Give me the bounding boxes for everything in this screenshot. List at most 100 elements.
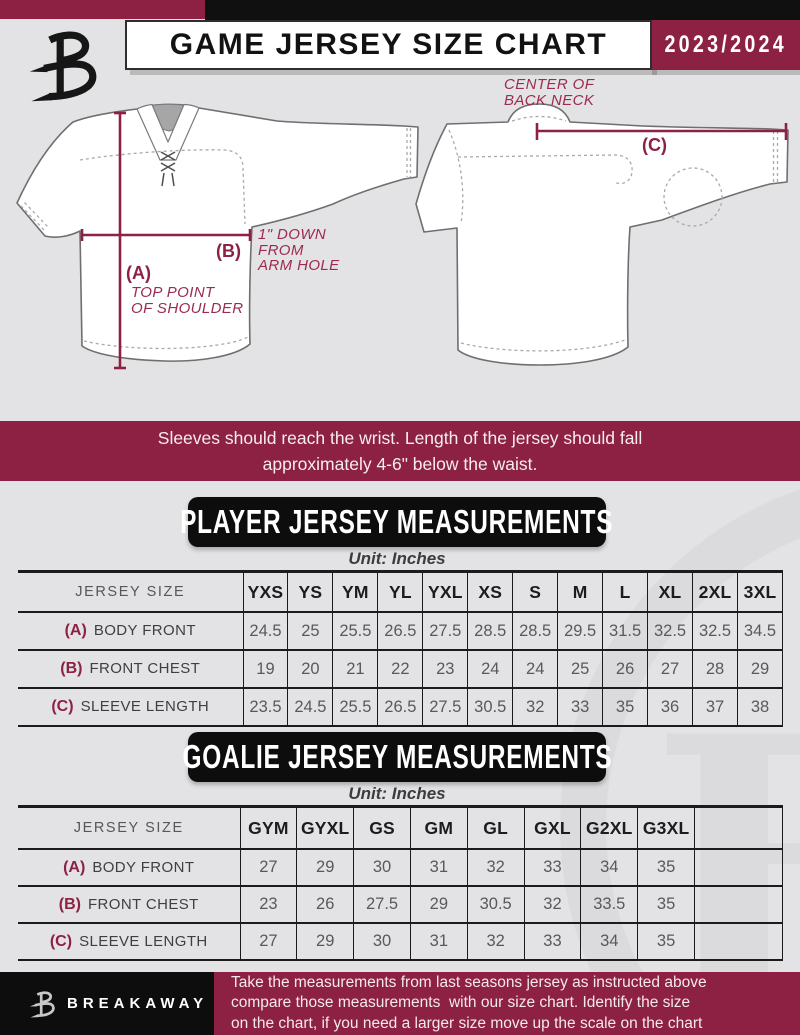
measurement-row: (B) FRONT CHEST 19 20 21 22 23 24 24 25 26 27 28 29 [18, 650, 784, 689]
size-column-header: L [602, 570, 648, 613]
measurement-row: (C) SLEEVE LENGTH 23.5 24.5 25.5 26.5 27.5 30.5… [18, 688, 784, 727]
back-jersey-drawing [415, 103, 789, 366]
measurement-value: 29 [736, 650, 784, 689]
row-label-cell: (B) FRONT CHEST [18, 650, 243, 689]
measurement-key: (A) [63, 858, 86, 876]
measurement-value: 29 [296, 849, 354, 887]
page-title: GAME JERSEY SIZE CHART [169, 28, 608, 61]
label-a: (A) [126, 263, 151, 283]
player-section-title: PLAYER JERSEY MEASUREMENTS [180, 503, 614, 540]
size-column-header: YXL [422, 570, 468, 613]
measurement-value: 25 [557, 650, 603, 689]
measurement-value: 27.5 [353, 886, 411, 924]
player-table: JERSEY SIZE YXS YS YM YL YXL XS S M L XL 2XL 3XL (A) B… [18, 570, 784, 727]
note-top-point-of-shoulder: TOP POINT OF SHOULDER [131, 284, 244, 317]
measurement-value: 31 [409, 849, 468, 887]
goalie-table: JERSEY SIZE GYM GYXL GS GM GL GXL G2XL G3XL (A) BO… [18, 805, 783, 961]
size-column-header: 3XL [736, 570, 784, 613]
size-column-header: YL [377, 570, 423, 613]
measurement-value: 33.5 [580, 886, 638, 924]
size-column-header: GYM [239, 805, 297, 850]
size-header-row: JERSEY SIZE GYM GYXL GS GM GL GXL G2XL G3XL [18, 805, 783, 850]
measurement-value: 30.5 [467, 688, 513, 727]
footer-instructions-text: Take the measurements from last seasons … [231, 973, 707, 1032]
measurement-value: 34 [580, 849, 638, 887]
size-column-header [694, 805, 783, 850]
measurement-label: FRONT CHEST [89, 660, 201, 677]
measurement-value: 24.5 [287, 688, 333, 727]
measurement-value: 19 [242, 650, 288, 689]
size-column-header: GL [466, 805, 525, 850]
measurement-key: (C) [49, 932, 73, 950]
goalie-section-header: GOALIE JERSEY MEASUREMENTS [182, 732, 611, 782]
measurement-value: 26.5 [377, 688, 423, 727]
jersey-size-header: JERSEY SIZE [18, 805, 240, 850]
size-column-header: YM [332, 570, 378, 613]
measurement-value: 33 [523, 923, 581, 961]
player-table-container: JERSEY SIZE YXS YS YM YL YXL XS S M L XL 2XL 3XL (A) B… [18, 570, 784, 727]
size-header-row: JERSEY SIZE YXS YS YM YL YXL XS S M L XL 2XL 3XL [18, 570, 784, 613]
measurement-value: 35 [637, 923, 695, 961]
measurement-label: SLEEVE LENGTH [80, 698, 210, 715]
measurement-value: 36 [647, 688, 693, 727]
breakaway-b-logo-icon-small [29, 991, 55, 1018]
row-label-cell: (C) SLEEVE LENGTH [18, 923, 240, 961]
measurement-value: 33 [523, 849, 581, 887]
size-column-header: YS [287, 570, 333, 613]
measurement-value: 26 [296, 886, 354, 924]
measurement-value [694, 923, 783, 961]
top-bar-maroon [0, 0, 205, 19]
measurement-value: 29 [296, 923, 354, 961]
measurement-value: 25 [287, 612, 333, 651]
measurement-value: 32 [512, 688, 558, 727]
measurement-value: 37 [692, 688, 738, 727]
row-label-cell: (C) SLEEVE LENGTH [18, 688, 243, 727]
measurement-value: 32.5 [692, 612, 738, 651]
measurement-value: 32 [523, 886, 581, 924]
measurement-label: SLEEVE LENGTH [79, 932, 208, 950]
measurement-value: 31.5 [602, 612, 648, 651]
measurement-value: 26.5 [377, 612, 423, 651]
measurement-value: 28 [692, 650, 738, 689]
top-bar-black [205, 0, 800, 20]
measurement-value: 25.5 [332, 612, 378, 651]
measurement-value: 28.5 [467, 612, 513, 651]
measurement-value: 32.5 [647, 612, 693, 651]
size-column-header: M [557, 570, 603, 613]
row-label-cell: (A) BODY FRONT [18, 849, 240, 887]
size-column-header: GM [409, 805, 468, 850]
measurement-value: 38 [736, 688, 784, 727]
size-column-header: XL [647, 570, 693, 613]
measurement-label: BODY FRONT [92, 858, 195, 876]
jersey-diagrams [16, 103, 789, 370]
fit-note-text: Sleeves should reach the wrist. Length o… [157, 428, 643, 474]
measurement-value: 27 [239, 849, 297, 887]
measurement-value: 28.5 [512, 612, 558, 651]
measurement-value: 22 [377, 650, 423, 689]
size-column-header: G3XL [637, 805, 695, 850]
measurement-value: 26 [602, 650, 648, 689]
measurement-value: 23 [239, 886, 297, 924]
measurement-row: (A) BODY FRONT 27 29 30 31 32 33 34 35 [18, 849, 783, 887]
measurement-value: 31 [409, 923, 468, 961]
player-section-header: PLAYER JERSEY MEASUREMENTS [180, 497, 613, 547]
label-c: (C) [642, 135, 667, 155]
footer-instructions-block: Take the measurements from last seasons … [214, 972, 800, 1035]
measurement-value: 24 [512, 650, 558, 689]
measurement-key: (A) [64, 622, 87, 639]
measurement-value: 27.5 [422, 612, 468, 651]
measurement-row: (A) BODY FRONT 24.5 25 25.5 26.5 27.5 28.5 28.5 2… [18, 612, 784, 651]
measurement-line-b [80, 229, 252, 241]
size-column-header: S [512, 570, 558, 613]
measurement-value: 30 [353, 849, 411, 887]
season-label: 2023/2024 [664, 31, 788, 58]
measurement-value: 30.5 [466, 886, 525, 924]
goalie-section-title: GOALIE JERSEY MEASUREMENTS [182, 738, 612, 775]
measurement-row: (B) FRONT CHEST 23 26 27.5 29 30.5 32 33.5 35 [18, 886, 783, 924]
measurement-value: 35 [637, 849, 695, 887]
breakaway-b-logo-icon [29, 31, 97, 102]
season-badge: 2023/2024 [652, 20, 800, 70]
measurement-value [694, 886, 783, 924]
collar-lace-detail [160, 151, 176, 187]
